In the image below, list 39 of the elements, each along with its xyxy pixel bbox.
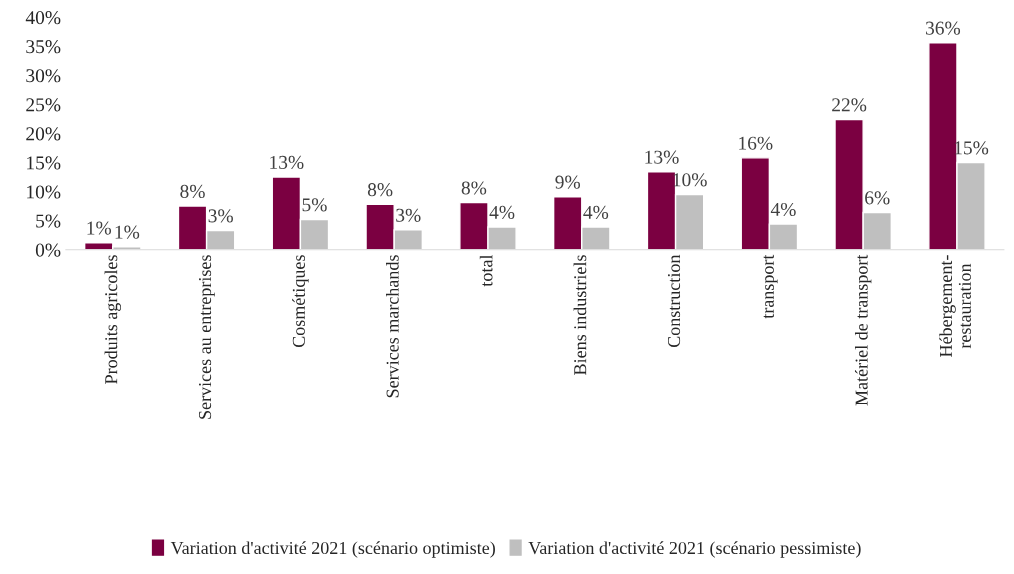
data-label: 8%	[367, 183, 393, 197]
y-tick-label: 25%	[26, 98, 61, 112]
x-tick-label: Services marchands	[386, 255, 399, 398]
y-tick-label: 30%	[26, 69, 61, 83]
x-tick-label: Services au entreprises	[198, 255, 215, 419]
x-tick-label: Produits agricoles	[104, 255, 122, 384]
data-label: 13%	[270, 155, 304, 169]
data-label: 4%	[770, 202, 796, 217]
y-tick-label: 0%	[35, 243, 61, 257]
x-tick-label: Hébergement- restauration	[939, 255, 971, 357]
data-label: 4%	[583, 205, 609, 219]
data-label: 13%	[645, 150, 679, 164]
y-tick-label: 35%	[26, 40, 61, 54]
data-label: 36%	[926, 21, 961, 35]
data-label: 6%	[865, 191, 890, 205]
y-tick-label: 10%	[27, 185, 61, 199]
data-label: 5%	[302, 198, 327, 212]
x-tick-label: Construction	[667, 254, 681, 348]
x-tick-label: transport	[763, 254, 778, 319]
data-label: 4%	[489, 205, 515, 219]
data-label: 3%	[208, 209, 233, 223]
x-tick-label: total	[479, 254, 493, 287]
y-tick-label: 5%	[36, 214, 61, 228]
legend-label: Variation d'activité 2021 (scénario pessimiste)	[528, 541, 861, 558]
data-label: 16%	[739, 136, 773, 150]
data-label: 9%	[555, 175, 581, 189]
data-label: 8%	[180, 184, 205, 199]
data-label: 1%	[115, 225, 140, 239]
legend-label: Variation d'activité 2021 (scénario optimiste)	[170, 541, 495, 558]
y-tick-label: 20%	[26, 127, 61, 141]
data-label: 22%	[832, 98, 867, 112]
y-tick-label: 40%	[25, 11, 61, 25]
x-tick-label: Cosmétiques	[292, 255, 309, 348]
data-label: 1%	[87, 221, 112, 235]
data-label: 3%	[396, 208, 421, 222]
x-tick-label: Matériel de transport	[854, 254, 872, 406]
data-label: 8%	[461, 181, 487, 195]
x-tick-label: Biens industriels	[573, 255, 587, 375]
y-tick-label: 15%	[27, 156, 61, 170]
